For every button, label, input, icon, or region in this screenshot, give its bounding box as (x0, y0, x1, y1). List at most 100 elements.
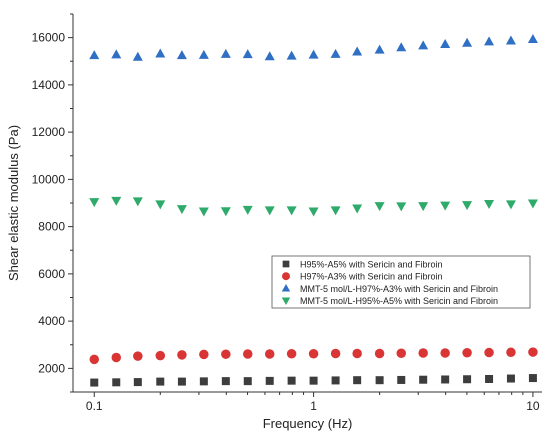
data-point (352, 46, 363, 56)
data-point (484, 347, 494, 358)
data-point (199, 377, 208, 386)
data-point (527, 34, 538, 44)
y-axis-title: Shear elastic modulus (Pa) (6, 125, 21, 281)
data-point (243, 349, 253, 359)
data-point (330, 48, 341, 58)
y-tick-label: 4000 (38, 314, 65, 328)
legend-label: H95%-A5% with Sericin and Fibroin (300, 260, 443, 270)
data-point (352, 204, 363, 214)
data-point (309, 376, 318, 385)
plot-area: 2000 4000 6000 8000 10000 12000 14000 16000 0.1… (32, 13, 542, 413)
data-point (308, 207, 319, 217)
data-point (484, 36, 495, 46)
y-tick-label: 14000 (32, 78, 66, 92)
data-point (177, 350, 187, 360)
y-tick-label: 2000 (38, 361, 65, 375)
data-point (374, 348, 385, 359)
legend-marker (281, 283, 291, 292)
data-point (308, 348, 319, 359)
series-4 (89, 196, 538, 217)
data-point (220, 48, 231, 58)
data-point (111, 49, 122, 59)
data-point (133, 351, 143, 361)
x-tick-label: 10 (526, 399, 540, 413)
data-point (286, 348, 297, 359)
data-markers (89, 34, 538, 387)
x-axis-ticks: 0.1 1 10 (86, 392, 540, 413)
legend-marker (281, 297, 291, 306)
data-point (308, 49, 319, 59)
data-point (396, 348, 406, 359)
data-point (352, 348, 362, 359)
legend-label: MMT-5 mol/L-H95%-A5% with Sericin and Fi… (300, 296, 498, 306)
data-point (89, 50, 100, 60)
data-point (111, 196, 122, 206)
legend-label: MMT-5 mol/L-H97%-A3% with Sericin and Fi… (300, 284, 498, 294)
y-tick-label: 12000 (32, 125, 66, 139)
data-point (89, 198, 100, 208)
data-point (462, 348, 472, 358)
data-point (396, 202, 407, 212)
data-point (485, 375, 494, 384)
data-point (374, 202, 385, 212)
legend-label: H97%-A3% with Sericin and Fibroin (300, 272, 443, 282)
data-point (396, 42, 407, 52)
data-point (264, 206, 275, 216)
data-point (418, 202, 429, 212)
data-point (440, 348, 450, 358)
data-point (243, 377, 252, 386)
data-point (242, 205, 253, 215)
data-point (264, 349, 275, 359)
y-axis-ticks: 2000 4000 6000 8000 10000 12000 14000 16000 (32, 13, 73, 393)
data-point (527, 199, 538, 209)
data-point (286, 50, 297, 60)
series-2 (89, 347, 538, 365)
data-point (419, 375, 428, 384)
data-point (177, 377, 186, 386)
data-point (155, 350, 166, 361)
legend-items: H95%-A5% with Sericin and Fibroin H97%-A3… (281, 260, 498, 306)
data-point (111, 352, 122, 363)
x-axis-title: Frequency (Hz) (263, 416, 353, 431)
data-point (441, 375, 450, 384)
data-point (133, 378, 142, 387)
data-point (176, 50, 187, 60)
data-point (506, 347, 516, 358)
data-point (330, 206, 341, 216)
data-point (264, 51, 275, 61)
x-tick-label: 0.1 (86, 399, 103, 413)
data-point (353, 376, 362, 385)
data-point (418, 40, 429, 50)
data-point (330, 348, 341, 359)
data-point (484, 199, 495, 209)
data-point (462, 201, 473, 211)
data-point (155, 48, 166, 58)
data-point (199, 349, 209, 360)
data-point (418, 348, 428, 358)
data-point (176, 205, 187, 215)
y-tick-label: 6000 (38, 267, 65, 281)
data-point (89, 354, 100, 365)
data-point (156, 377, 165, 386)
data-point (374, 44, 385, 54)
y-tick-label: 8000 (38, 220, 65, 234)
data-point (375, 376, 384, 385)
data-point (463, 375, 472, 384)
data-point (221, 377, 230, 386)
data-point (155, 200, 166, 210)
legend-box (271, 255, 531, 309)
data-point (331, 376, 340, 385)
legend-marker (282, 272, 290, 281)
data-point (198, 49, 209, 59)
data-point (440, 38, 451, 48)
x-tick-label: 1 (310, 399, 317, 413)
data-point (440, 201, 451, 211)
data-point (112, 378, 121, 387)
data-point (506, 374, 515, 383)
data-point (242, 49, 253, 59)
data-point (221, 349, 231, 359)
data-point (132, 51, 143, 61)
data-point (505, 35, 516, 45)
data-point (220, 207, 231, 217)
y-tick-label: 16000 (32, 31, 66, 45)
